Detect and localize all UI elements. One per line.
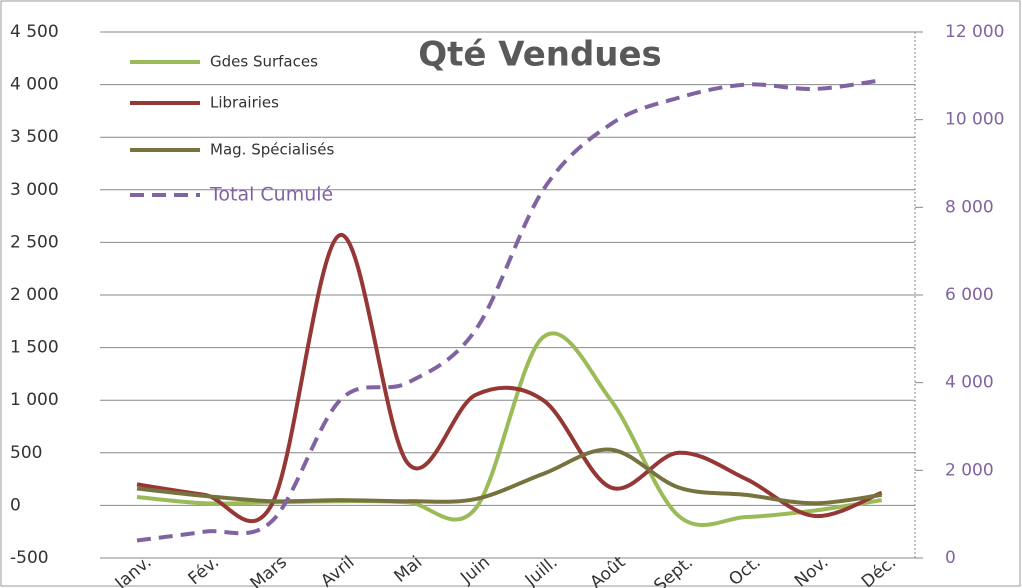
legend-label: Mag. Spécialisés	[210, 141, 334, 159]
y2-tick-label: 0	[945, 548, 956, 568]
chart-title: Qté Vendues	[418, 35, 662, 75]
series-line	[136, 78, 882, 543]
y-tick-label: 4 000	[10, 75, 59, 95]
y-tick-label: 2 000	[10, 285, 59, 305]
y-tick-label: 0	[10, 495, 21, 515]
y2-tick-label: 6 000	[945, 285, 994, 305]
legend-label: Gdes Surfaces	[210, 53, 318, 71]
y-tick-label: 4 500	[10, 22, 59, 42]
y-tick-label: 2 500	[10, 232, 59, 252]
y2-tick-label: 10 000	[945, 110, 1004, 130]
y-tick-label: 1 000	[10, 390, 59, 410]
y-tick-label: -500	[10, 548, 49, 568]
y2-tick-label: 8 000	[945, 197, 994, 217]
legend-label: Librairies	[210, 94, 279, 112]
y-tick-label: 500	[10, 443, 42, 463]
legend-label: Total Cumulé	[209, 184, 333, 206]
series-line	[136, 447, 882, 506]
y2-tick-label: 12 000	[945, 22, 1004, 42]
y2-tick-label: 2 000	[945, 460, 994, 480]
y-tick-label: 3 000	[10, 180, 59, 200]
y2-tick-label: 4 000	[945, 373, 994, 393]
y-tick-label: 1 500	[10, 338, 59, 358]
series-line	[136, 233, 883, 524]
y-tick-label: 3 500	[10, 127, 59, 147]
